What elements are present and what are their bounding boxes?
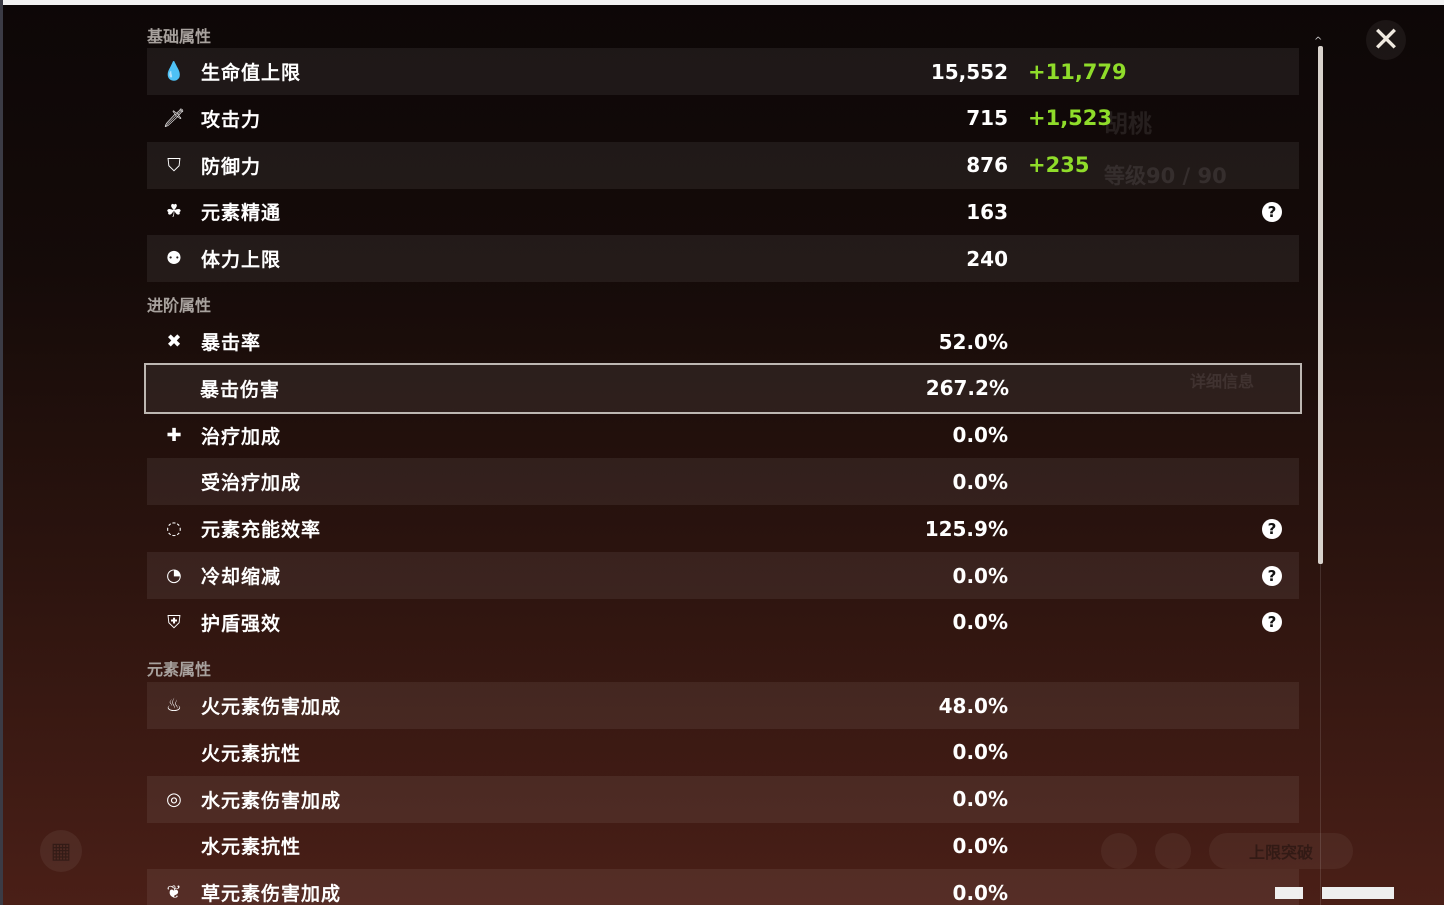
attribute-row[interactable]: 💧 生命值上限 15,552 +11,779 (147, 48, 1299, 95)
attribute-row[interactable]: ♨ 火元素伤害加成 48.0% (147, 682, 1299, 729)
hydro-icon: ◎ (166, 788, 182, 810)
attribute-bonus: +235 (1028, 153, 1090, 178)
attribute-value: 240 (966, 246, 1008, 271)
help-icon[interactable]: ? (1262, 565, 1282, 586)
attribute-label: 护盾强效 (201, 612, 282, 635)
attribute-label: 冷却缩减 (201, 566, 282, 588)
attribute-label: 防御力 (201, 155, 262, 178)
help-icon[interactable]: ? (1262, 612, 1282, 633)
attribute-label: 火元素伤害加成 (201, 696, 342, 718)
healing-icon: ✚ (166, 424, 182, 446)
attribute-row[interactable]: ◌ 元素充能效率 125.9%? (147, 505, 1299, 552)
crit-rate-icon: ✖ (166, 331, 182, 352)
window-left-edge (0, 0, 3, 905)
pixel-artifact (1322, 887, 1394, 899)
attribute-label: 暴击伤害 (200, 378, 281, 401)
attribute-value: 15,552 (930, 59, 1008, 84)
section-title: 元素属性 (147, 660, 212, 679)
attribute-label: 草元素伤害加成 (201, 883, 342, 905)
attribute-label: 暴击率 (201, 332, 262, 354)
shield-icon: ⛉ (167, 154, 181, 176)
window-top-strip (0, 0, 1444, 5)
bg-share-button (1101, 833, 1137, 869)
attribute-value: 125.9% (924, 516, 1008, 541)
help-icon[interactable]: ? (1262, 518, 1282, 539)
ascend-label: 上限突破 (1248, 843, 1313, 862)
attribute-row[interactable]: ❦ 草元素伤害加成 0.0% (147, 869, 1299, 905)
bg-detail-button: 详细信息 (1190, 372, 1255, 391)
attribute-value: 0.0% (952, 880, 1008, 905)
attribute-bonus: +1,523 (1028, 106, 1113, 131)
attribute-value: 48.0% (938, 693, 1008, 718)
attribute-row[interactable]: 火元素抗性 0.0% (147, 729, 1299, 776)
attribute-row[interactable]: 🗡 攻击力 715 +1,523 (147, 95, 1299, 142)
attribute-label: 元素充能效率 (201, 519, 322, 542)
attribute-row[interactable]: 暴击伤害 267.2% (144, 362, 1302, 414)
attribute-bonus: +11,779 (1028, 59, 1127, 84)
attribute-value: 0.0% (952, 469, 1008, 494)
attribute-value: 0.0% (952, 610, 1008, 635)
ascend-button: 上限突破 (1209, 833, 1353, 869)
attribute-row[interactable]: ✖ 暴击率 52.0% (147, 318, 1299, 365)
cooldown-icon: ◔ (166, 565, 182, 586)
hp-drop-icon: 💧 (162, 61, 186, 82)
section-title: 基础属性 (147, 27, 212, 46)
scroll-up-caret: ^ (1314, 36, 1323, 47)
attribute-row[interactable]: ⚉ 体力上限 240 (147, 235, 1299, 283)
dendro-icon: ❦ (166, 882, 182, 904)
grid-menu-button: ▦ (40, 830, 82, 872)
attribute-value: 0.0% (952, 563, 1008, 588)
attribute-label: 元素精通 (201, 202, 282, 225)
energy-recharge-icon: ◌ (166, 518, 182, 540)
attribute-row[interactable]: 受治疗加成 0.0% (147, 458, 1299, 506)
attribute-row[interactable]: ◎ 水元素伤害加成 0.0% (147, 775, 1299, 823)
crit-dmg-icon (162, 377, 184, 399)
attribute-row[interactable]: 水元素抗性 0.0% (147, 822, 1299, 869)
attribute-value: 0.0% (952, 740, 1008, 765)
bg-outfit-button (1155, 833, 1191, 869)
attribute-value: 876 (966, 153, 1008, 178)
pixel-artifact (1275, 887, 1303, 899)
attribute-label: 火元素抗性 (201, 742, 302, 765)
help-icon[interactable]: ? (1262, 201, 1282, 222)
attribute-value: 715 (966, 106, 1008, 131)
elemental-mastery-icon: ☘ (165, 201, 183, 223)
attribute-row[interactable]: ◔ 冷却缩减 0.0%? (147, 552, 1299, 599)
pyro-icon: ♨ (165, 695, 183, 716)
sword-icon: 🗡 (162, 107, 186, 129)
attribute-value: 52.0% (938, 329, 1008, 354)
close-icon[interactable]: ✕ (1366, 20, 1406, 60)
attribute-label: 水元素抗性 (201, 836, 302, 859)
attribute-label: 治疗加成 (201, 425, 282, 448)
stamina-icon: ⚉ (165, 248, 183, 270)
scrollbar[interactable] (1318, 46, 1323, 564)
attribute-row[interactable]: ☘ 元素精通 163? (147, 188, 1299, 235)
attribute-label: 体力上限 (201, 249, 282, 272)
attribute-value: 163 (966, 199, 1008, 224)
attribute-value: 267.2% (925, 376, 1009, 401)
attribute-row[interactable]: ⛉ 防御力 876 +235 (147, 141, 1299, 189)
attribute-value: 0.0% (952, 833, 1008, 858)
attribute-label: 水元素伤害加成 (201, 789, 342, 812)
attribute-value: 0.0% (952, 423, 1008, 448)
section-title: 进阶属性 (147, 296, 212, 315)
bg-level: 等级90 / 90 (1104, 164, 1227, 188)
bg-character-name: 胡桃 (1104, 110, 1152, 138)
attribute-value: 0.0% (952, 787, 1008, 812)
attribute-row[interactable]: ✚ 治疗加成 0.0% (147, 412, 1299, 459)
attribute-label: 攻击力 (201, 108, 262, 131)
shield-strength-icon: ⛨ (167, 611, 181, 633)
attribute-label: 生命值上限 (201, 62, 302, 84)
attribute-row[interactable]: ⛨ 护盾强效 0.0%? (147, 599, 1299, 646)
attribute-label: 受治疗加成 (201, 472, 302, 495)
